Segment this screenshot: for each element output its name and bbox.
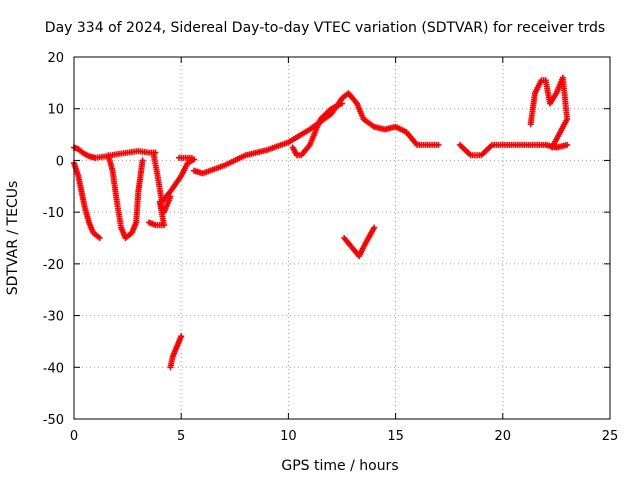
y-tick-label: 0	[56, 154, 64, 169]
data-point	[96, 235, 103, 241]
series-morning-flat	[71, 144, 159, 161]
data-point	[139, 157, 146, 164]
x-tick-label: 15	[387, 429, 404, 444]
series-pre-dawn-drop	[146, 193, 174, 229]
x-tick-label: 25	[602, 429, 619, 444]
data-point	[178, 333, 185, 340]
data-point	[564, 141, 571, 148]
series-neg-cluster	[167, 333, 185, 371]
x-axis-label: GPS time / hours	[281, 458, 398, 474]
series-midday-neg	[341, 224, 378, 260]
y-tick-label: 10	[47, 103, 64, 118]
y-tick-label: -10	[43, 206, 64, 221]
y-tick-label: -20	[43, 258, 64, 273]
data-layer	[71, 74, 571, 371]
x-tick-label: 20	[495, 429, 512, 444]
data-point	[549, 144, 556, 151]
data-point	[435, 141, 442, 148]
tick-layer: 0 5 10 15 20 25 -50 -40 -30 -20 -10 0 10 20	[43, 51, 619, 444]
series-midday-wave	[289, 100, 345, 159]
y-tick-label: -30	[43, 310, 64, 325]
x-tick-label: 10	[280, 429, 297, 444]
y-axis-label: SDTVAR / TECUs	[5, 181, 21, 296]
plot-frame	[73, 56, 611, 420]
y-tick-label: 20	[47, 51, 64, 66]
series-dawn-bump	[176, 154, 195, 161]
series-evening-return	[456, 141, 571, 159]
x-tick-label: 5	[177, 429, 185, 444]
series-early-dip-2	[105, 152, 146, 241]
series-early-dip-1	[71, 160, 103, 241]
y-tick-label: -40	[43, 361, 64, 376]
grid-layer	[74, 57, 610, 419]
x-tick-label: 0	[70, 429, 78, 444]
data-point	[188, 154, 195, 161]
y-tick-label: -50	[43, 413, 64, 428]
data-point	[339, 100, 345, 107]
chart-title: Day 334 of 2024, Sidereal Day-to-day VTE…	[45, 20, 605, 36]
series-evening-spikes	[527, 74, 571, 151]
data-point	[371, 224, 378, 231]
